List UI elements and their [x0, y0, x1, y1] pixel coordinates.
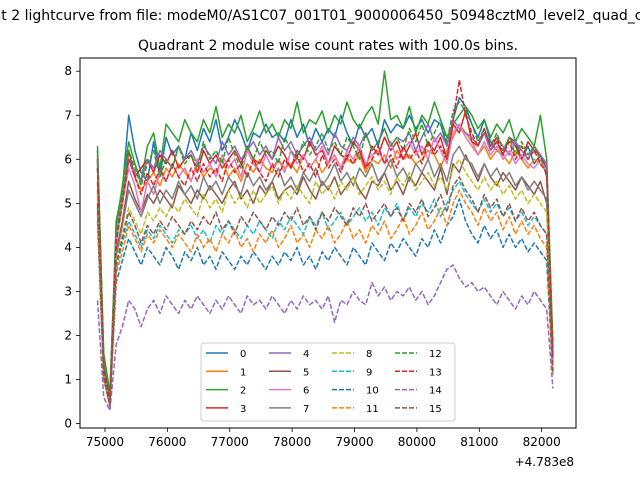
legend-label-12: 12: [429, 349, 442, 360]
x-tick-label: 77000: [211, 435, 249, 449]
series-line-7: [96, 145, 554, 403]
legend-label-3: 3: [240, 404, 246, 415]
series-line-2: [96, 70, 554, 394]
y-tick-label: 3: [64, 284, 72, 298]
series-line-11: [96, 189, 554, 407]
series-line-15: [96, 176, 554, 407]
legend-label-10: 10: [366, 386, 379, 397]
plot-frame: [79, 57, 577, 429]
y-tick-label: 6: [64, 152, 72, 166]
legend-box: [200, 342, 456, 422]
y-tick-label: 1: [64, 373, 72, 387]
chart-title: Quadrant 2 module wise count rates with …: [138, 38, 518, 54]
series-line-8: [96, 158, 554, 403]
series-line-13: [96, 79, 554, 403]
legend-label-13: 13: [429, 367, 442, 378]
legend-label-9: 9: [366, 367, 372, 378]
x-tick-label: 78000: [273, 435, 311, 449]
x-tick-label: 80000: [398, 435, 436, 449]
x-tick-label: 76000: [148, 435, 186, 449]
y-tick-label: 7: [64, 108, 72, 122]
y-axis: 0 1 2 3 4 5 6 7 8: [64, 64, 80, 431]
series-line-12: [96, 101, 554, 398]
x-axis: 75000 76000 77000 78000 79000 80000 81000 82000: [86, 428, 561, 449]
series-line-14: [96, 264, 554, 412]
x-tick-label: 81000: [460, 435, 498, 449]
y-tick-label: 0: [64, 417, 72, 431]
legend-label-15: 15: [429, 404, 442, 415]
legend-label-8: 8: [366, 349, 372, 360]
legend-label-1: 1: [240, 367, 246, 378]
x-tick-label: 79000: [335, 435, 373, 449]
x-offset-label: +4.783e8: [515, 455, 574, 469]
figure-suptitle: Quadrant 2 lightcurve from file: modeM0/…: [0, 8, 640, 24]
legend-label-5: 5: [303, 367, 309, 378]
legend-label-4: 4: [303, 349, 309, 360]
x-tick-label: 75000: [86, 435, 124, 449]
x-tick-label: 82000: [523, 435, 561, 449]
legend-label-0: 0: [240, 349, 246, 360]
plot-area: [96, 70, 554, 412]
legend-label-7: 7: [303, 404, 309, 415]
legend-label-6: 6: [303, 386, 309, 397]
legend-label-11: 11: [366, 404, 379, 415]
legend-label-2: 2: [240, 386, 246, 397]
series-line-9: [96, 180, 554, 403]
y-tick-label: 5: [64, 196, 72, 210]
y-tick-label: 8: [64, 64, 72, 78]
y-tick-label: 2: [64, 329, 72, 343]
y-tick-label: 4: [64, 240, 72, 254]
series-line-10: [96, 198, 554, 407]
legend-label-14: 14: [429, 386, 442, 397]
